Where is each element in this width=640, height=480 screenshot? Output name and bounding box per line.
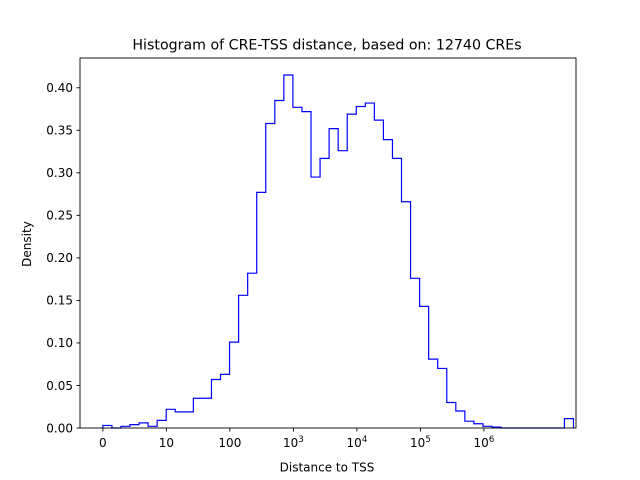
y-tick-label: 0.20 — [46, 251, 73, 265]
y-axis-label: Density — [20, 221, 34, 267]
y-tick-label: 0.25 — [46, 209, 73, 223]
y-tick-label: 0.05 — [46, 379, 73, 393]
plot-frame — [79, 57, 577, 429]
x-tick-exponent: 3 — [298, 435, 303, 445]
y-tick-label: 0.30 — [46, 166, 73, 180]
x-tick-base: 10 — [410, 436, 425, 450]
x-tick-label: 105 — [410, 435, 431, 450]
x-tick-label: 0 — [99, 436, 107, 450]
x-axis: 0 10 100 103 104 105 106 — [99, 428, 494, 450]
y-tick-label: 0.00 — [46, 421, 73, 435]
x-tick-exponent: 5 — [425, 435, 430, 445]
y-tick-label: 0.40 — [46, 81, 73, 95]
x-tick-label: 104 — [347, 435, 368, 450]
x-tick-exponent: 6 — [489, 435, 494, 445]
x-tick-label: 103 — [283, 435, 304, 450]
x-tick-base: 10 — [347, 436, 362, 450]
y-tick-label: 0.35 — [46, 124, 73, 138]
x-tick-base: 10 — [159, 436, 174, 450]
x-tick-base: 0 — [99, 436, 107, 450]
x-axis-label: Distance to TSS — [280, 461, 375, 475]
x-tick-base: 10 — [474, 436, 489, 450]
x-tick-exponent: 4 — [362, 435, 367, 445]
chart-title: Histogram of CRE-TSS distance, based on:… — [132, 38, 521, 54]
x-tick-base: 100 — [218, 436, 241, 450]
x-tick-label: 106 — [474, 435, 495, 450]
x-tick-label: 10 — [159, 436, 174, 450]
x-tick-base: 10 — [283, 436, 298, 450]
histogram-step-line — [102, 74, 575, 429]
y-tick-label: 0.10 — [46, 336, 73, 350]
y-tick-label: 0.15 — [46, 294, 73, 308]
y-axis: 0.00 0.05 0.10 0.15 0.20 0.25 0.30 0.35 0.40 — [46, 81, 80, 435]
x-tick-label: 100 — [218, 436, 241, 450]
